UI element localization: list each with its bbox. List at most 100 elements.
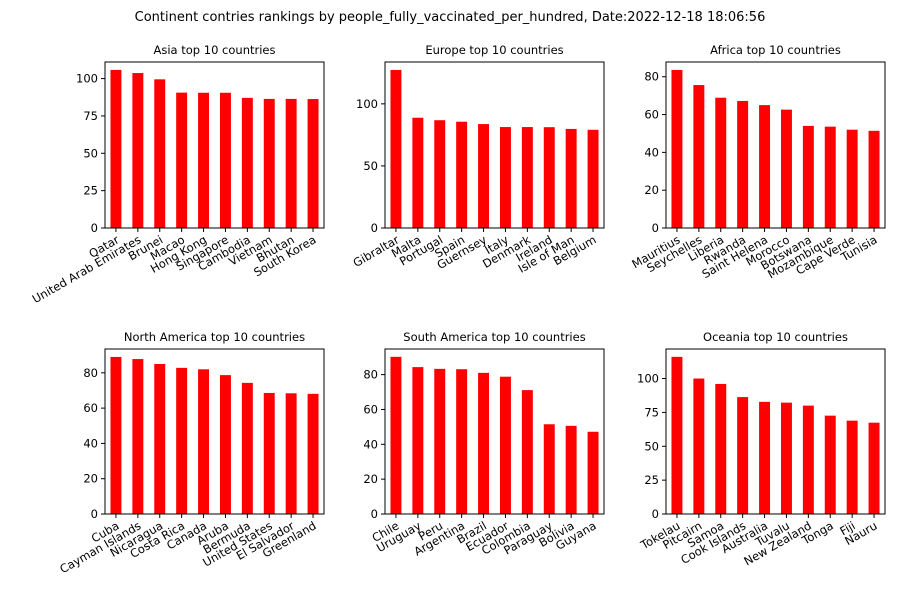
- bar: [565, 128, 577, 228]
- y-tick-label: 100: [76, 72, 98, 86]
- bar: [241, 382, 253, 514]
- bar: [543, 424, 555, 514]
- bar: [219, 92, 231, 228]
- bar: [671, 69, 683, 229]
- bar: [176, 367, 188, 514]
- y-tick-label: 40: [363, 437, 378, 451]
- bar: [802, 125, 814, 228]
- axes-frame: [665, 348, 886, 515]
- y-tick-label: 0: [91, 507, 98, 521]
- chart-title: North America top 10 countries: [124, 330, 305, 344]
- bar: [846, 129, 858, 228]
- y-tick-label: 40: [83, 436, 98, 450]
- y-tick-label: 0: [371, 221, 378, 235]
- bar: [285, 393, 297, 514]
- y-tick-label: 100: [637, 372, 659, 386]
- bar: [543, 127, 555, 228]
- bar: [478, 372, 490, 514]
- bar: [824, 415, 836, 514]
- y-tick-label: 50: [644, 439, 659, 453]
- figure-title: Continent contries rankings by people_fu…: [134, 10, 766, 25]
- y-tick-label: 20: [83, 472, 98, 486]
- bar: [241, 97, 253, 228]
- bar: [307, 393, 319, 514]
- bar: [824, 126, 836, 228]
- y-tick-label: 80: [644, 70, 659, 84]
- bar: [759, 105, 771, 228]
- bar: [434, 120, 446, 228]
- y-tick-label: 60: [644, 108, 659, 122]
- y-tick-label: 80: [83, 366, 98, 380]
- bar: [565, 425, 577, 514]
- bar: [412, 367, 424, 514]
- bar: [846, 420, 858, 514]
- bar: [412, 117, 424, 228]
- bar: [307, 99, 319, 229]
- bar: [671, 356, 683, 514]
- x-tick-label: United Arab Emirates: [30, 232, 144, 306]
- bar: [499, 376, 511, 514]
- bar: [868, 422, 880, 514]
- y-tick-label: 40: [644, 145, 659, 159]
- bar: [693, 85, 705, 228]
- axes-frame: [384, 348, 605, 515]
- bar: [263, 98, 275, 228]
- bar: [587, 431, 599, 514]
- y-tick-label: 50: [83, 146, 98, 160]
- chart-title: Asia top 10 countries: [154, 43, 276, 57]
- bar: [478, 124, 490, 228]
- bar: [521, 390, 533, 514]
- bar: [456, 121, 468, 228]
- y-tick-label: 75: [644, 405, 659, 419]
- y-tick-label: 60: [363, 402, 378, 416]
- bar: [154, 364, 166, 514]
- y-tick-label: 25: [644, 473, 659, 487]
- y-tick-label: 80: [363, 368, 378, 382]
- bar: [456, 369, 468, 514]
- y-tick-label: 75: [83, 109, 98, 123]
- chart-title: Africa top 10 countries: [710, 43, 841, 57]
- bar: [154, 79, 166, 229]
- bar: [737, 100, 749, 228]
- bar: [263, 392, 275, 514]
- axes-frame: [104, 348, 325, 515]
- chart-title: Europe top 10 countries: [425, 43, 563, 57]
- bar: [176, 92, 188, 228]
- y-tick-label: 100: [356, 97, 378, 111]
- y-tick-label: 0: [91, 221, 98, 235]
- bar: [521, 127, 533, 228]
- y-tick-label: 60: [83, 401, 98, 415]
- chart-panel-3: Africa top 10 countries020406080Mauritiu…: [629, 43, 886, 281]
- bar: [715, 97, 727, 228]
- axes-frame: [104, 61, 325, 229]
- bar: [285, 98, 297, 228]
- bar: [110, 356, 122, 514]
- y-tick-label: 20: [363, 472, 378, 486]
- chart-panel-5: South America top 10 countries020406080C…: [363, 330, 605, 559]
- x-tick-label: Fiji: [837, 518, 857, 538]
- y-tick-label: 20: [644, 183, 659, 197]
- bar: [802, 405, 814, 514]
- chart-title: Oceania top 10 countries: [703, 330, 848, 344]
- bar: [434, 368, 446, 514]
- bar: [219, 375, 231, 514]
- y-tick-label: 50: [363, 159, 378, 173]
- bar: [587, 129, 599, 228]
- y-tick-label: 0: [652, 221, 659, 235]
- bar: [110, 69, 122, 228]
- y-tick-label: 0: [371, 507, 378, 521]
- y-tick-label: 0: [652, 507, 659, 521]
- chart-panel-6: Oceania top 10 countries0255075100Tokela…: [637, 330, 886, 568]
- bar: [390, 356, 402, 514]
- bar: [693, 378, 705, 514]
- bar: [780, 109, 792, 228]
- bar: [132, 359, 144, 514]
- chart-title: South America top 10 countries: [403, 330, 585, 344]
- bar: [737, 397, 749, 514]
- y-tick-label: 25: [83, 184, 98, 198]
- bar: [499, 127, 511, 228]
- bar: [198, 369, 210, 514]
- bar: [390, 69, 402, 228]
- bar: [780, 402, 792, 514]
